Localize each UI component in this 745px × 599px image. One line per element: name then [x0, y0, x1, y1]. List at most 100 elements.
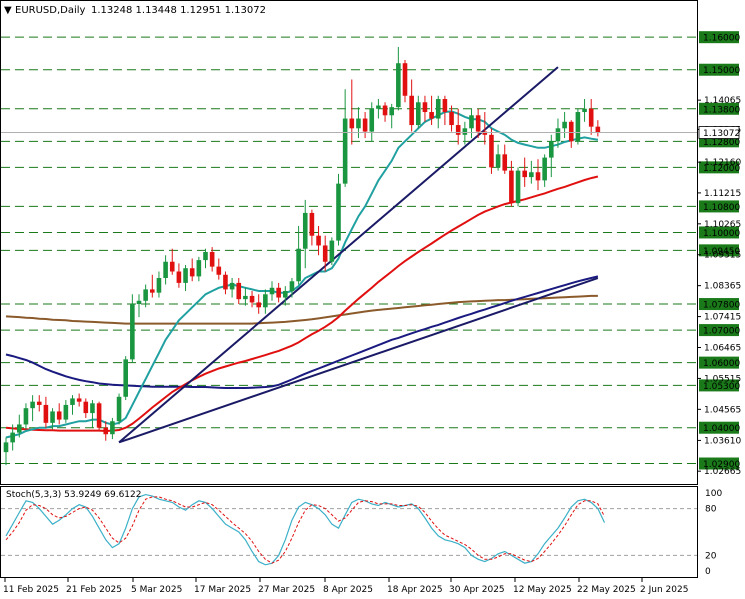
candle-body-bear: [402, 63, 408, 96]
chart-title-arrow-icon: ▼: [4, 5, 12, 16]
date-tick-label: 17 Mar 2025: [194, 585, 251, 595]
candle-body-bear: [489, 134, 494, 168]
candle-body-bull: [30, 401, 35, 409]
candle-body-bear: [309, 212, 315, 236]
price-tick-label: 1.07415: [704, 313, 741, 323]
candle-body-bear: [150, 289, 155, 293]
candle-body-bull: [296, 248, 301, 282]
candle-body-bull: [243, 295, 248, 300]
candle-body-bear: [482, 131, 488, 135]
candle-body-bear: [322, 245, 328, 262]
ma-200-line: [5, 294, 598, 325]
date-tick-label: 8 Apr 2025: [323, 585, 373, 595]
candle-body-bear: [316, 235, 321, 246]
price-tick-label: 1.14065: [704, 96, 741, 106]
level-price-tag: [699, 226, 739, 239]
date-tick-label: 2 Jun 2025: [640, 585, 688, 595]
level-price-label: 1.10000: [703, 229, 740, 239]
candle-body-bear: [422, 102, 428, 113]
candle-body-bull: [269, 287, 275, 295]
date-tick-label: 5 Mar 2025: [131, 585, 182, 595]
candle-body-bull: [23, 408, 29, 425]
candle-body-bear: [83, 401, 89, 414]
candle-body-bear: [509, 170, 514, 204]
candle-body-bear: [522, 170, 527, 178]
candle-body-bear: [502, 154, 508, 171]
candle-body-bull: [136, 300, 142, 305]
candle-body-bear: [189, 268, 195, 277]
candle-body-bull: [229, 282, 235, 290]
candle-body-bear: [276, 287, 281, 298]
date-tick-label: 21 Feb 2025: [66, 585, 122, 595]
level-price-label: 1.07000: [703, 327, 740, 337]
level-price-tag: [699, 457, 739, 470]
candle-body-bear: [223, 274, 228, 290]
price-tick-label: 1.09315: [704, 251, 741, 261]
candle-body-bull: [336, 183, 341, 241]
level-price-label: 1.13800: [703, 105, 740, 115]
price-tick-label: 1.11215: [704, 189, 741, 199]
level-price-label: 1.02900: [703, 460, 740, 470]
candle-body-bear: [169, 261, 175, 272]
price-tick-label: 1.03610: [704, 436, 741, 446]
candle-body-bear: [595, 126, 601, 133]
candle-body-bull: [289, 281, 295, 292]
trendline: [118, 277, 599, 444]
candle-body-bear: [475, 115, 481, 132]
current-price-tag: [698, 126, 740, 139]
price-tick-label: 1.05515: [704, 374, 741, 384]
level-price-label: 1.09450: [703, 247, 740, 257]
candle-body-bear: [96, 403, 102, 428]
candle-body-bear: [36, 401, 42, 405]
date-tick-label: 22 May 2025: [577, 585, 636, 595]
candle-body-bear: [249, 295, 255, 303]
candle-body-bear: [256, 302, 261, 308]
date-tick-label: 11 Feb 2025: [3, 585, 59, 595]
candle-body-bull: [196, 260, 202, 277]
candle-body-bear: [209, 251, 215, 267]
candle-body-bull: [3, 442, 9, 453]
level-price-label: 1.06000: [703, 359, 740, 369]
candle-body-bull: [17, 424, 22, 433]
candle-body-bull: [50, 411, 55, 423]
level-price-label: 1.10800: [703, 203, 740, 213]
candle-body-bull: [156, 278, 162, 293]
price-tick-label: 1.02665: [704, 467, 741, 477]
candle-body-bull: [416, 102, 421, 126]
price-tick-label: 1.04565: [704, 405, 741, 415]
date-tick-label: 12 May 2025: [513, 585, 572, 595]
stoch-plot-frame: [0, 486, 698, 578]
candle-body-bull: [90, 403, 95, 414]
candle-body-bull: [70, 398, 75, 405]
candle-body-bull: [529, 172, 534, 178]
price-tick-label: 1.12160: [704, 158, 741, 168]
candle-body-bull: [356, 118, 361, 129]
stochastic-oscillator: 100 80 20 0: [1, 489, 722, 577]
candle-body-bull: [562, 121, 567, 129]
level-price-label: 1.12800: [703, 138, 740, 148]
candle-body-bear: [455, 125, 461, 135]
candle-body-bull: [302, 212, 308, 249]
candle-body-bull: [130, 304, 135, 360]
stoch-main-line: [5, 493, 606, 566]
candle-body-bear: [382, 105, 388, 116]
candle-body-bull: [283, 291, 288, 298]
price-axis: 1.16000 1.15000 1.13800 1.12800 1.12000 1.108…: [1, 31, 741, 477]
stoch-signal-line: [5, 496, 605, 564]
candle-body-bear: [588, 108, 594, 127]
candle-body-bull: [575, 112, 581, 142]
candle-body-bull: [462, 128, 468, 135]
candle-body-bull: [116, 396, 122, 422]
candle-body-bull: [183, 268, 188, 283]
candle-body-bull: [376, 105, 381, 109]
level-price-tag: [699, 31, 739, 44]
candle-body-bear: [535, 172, 541, 181]
level-price-tag: [699, 298, 739, 311]
level-price-label: 1.05300: [703, 382, 740, 392]
level-price-label: 1.04000: [703, 424, 740, 434]
horizontal-levels: [1, 36, 697, 465]
level-price-tag: [699, 379, 739, 392]
stoch-tick-label: 80: [705, 505, 717, 515]
stoch-tick-label: 0: [705, 567, 711, 577]
candle-body-bull: [515, 170, 521, 204]
